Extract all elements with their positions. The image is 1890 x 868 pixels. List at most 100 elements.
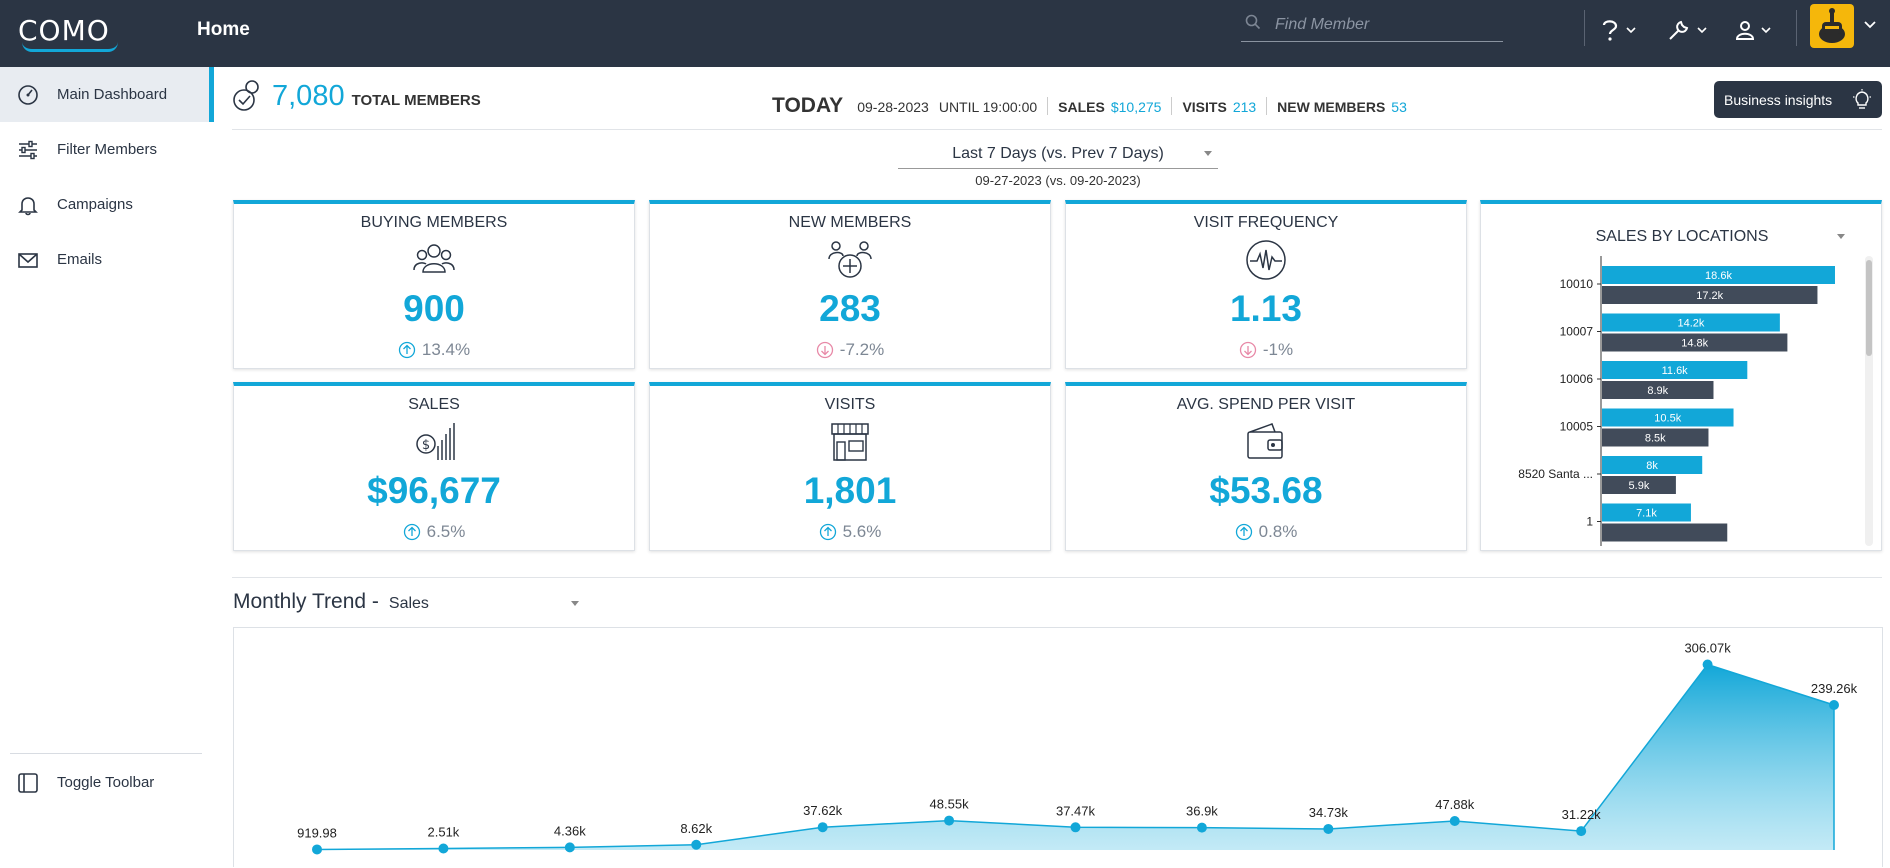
kpi-card-visit-frequency[interactable]: VISIT FREQUENCY 1.13 -1% (1065, 200, 1467, 369)
arrow-down-circle-icon (1239, 341, 1257, 359)
kpi-card-buying-members[interactable]: BUYING MEMBERS 900 13.4% (233, 200, 635, 369)
monthly-trend-chart: 919.98 2.51k 4.36k 8.62k 37.62k 48.55k 37.47k 3… (297, 641, 1858, 855)
chevron-down-icon (1761, 27, 1771, 34)
trend-point[interactable] (1196, 822, 1207, 833)
sidebar-item-label: Filter Members (57, 141, 158, 158)
como-logo[interactable]: COMO (18, 14, 118, 52)
scrollbar-thumb[interactable] (1866, 260, 1872, 356)
user-icon (1735, 21, 1755, 40)
trend-point[interactable] (312, 844, 322, 855)
bar-data-label: 14.2k (1677, 318, 1704, 330)
chevron-down-icon (1697, 27, 1707, 34)
caret-down-icon[interactable] (1837, 234, 1845, 239)
trend-point[interactable] (564, 842, 575, 853)
toggle-toolbar-button[interactable]: Toggle Toolbar (0, 755, 214, 810)
page-title: Home (197, 19, 250, 40)
chevron-down-icon (1626, 27, 1636, 34)
trend-point[interactable] (1576, 826, 1587, 837)
location-bar[interactable] (1602, 361, 1748, 379)
business-insights-button[interactable]: Business insights (1714, 81, 1882, 118)
kpi-card-visits[interactable]: VISITS 1,801 5.6% (649, 382, 1051, 551)
chart-scrollbar[interactable] (1865, 256, 1873, 546)
kpi-title: SALES (408, 396, 460, 413)
kpi-card-new-members[interactable]: NEW MEMBERS 283 -7.2% (649, 200, 1051, 369)
trend-data-label: 306.07k (1684, 641, 1731, 656)
trend-data-label: 37.62k (803, 803, 843, 818)
kpi-value: 1.13 (1229, 288, 1302, 329)
chevron-down-icon[interactable] (1864, 20, 1876, 29)
business-avatar[interactable] (1810, 4, 1854, 48)
location-bar[interactable] (1602, 333, 1788, 352)
kpi-value: $53.68 (1209, 470, 1323, 511)
kpi-delta-value: -1% (1262, 340, 1294, 359)
trend-point[interactable] (1829, 699, 1839, 710)
kpi-delta: 5.6% (650, 522, 1050, 542)
location-bar[interactable] (1602, 503, 1691, 522)
location-bar[interactable] (1602, 523, 1728, 542)
tools-menu-button[interactable] (1667, 14, 1707, 46)
today-new-members-label: NEW MEMBERS (1277, 99, 1386, 115)
monthly-trend-title: Monthly Trend - (233, 590, 379, 613)
kpi-card-sales[interactable]: SALES $ $96,677 6.5% (233, 382, 635, 551)
search-icon (1245, 14, 1261, 30)
trend-point[interactable] (1702, 659, 1713, 670)
find-member-input[interactable] (1275, 14, 1495, 36)
trend-point[interactable] (691, 839, 702, 850)
sidebar-item-campaigns[interactable]: Campaigns (0, 177, 214, 232)
kpi-value: 900 (403, 288, 465, 329)
trend-metric-dropdown[interactable]: Sales (389, 595, 579, 613)
users-group-icon (413, 244, 455, 273)
bar-data-label: 10.5k (1654, 413, 1681, 425)
location-bar[interactable] (1602, 313, 1780, 332)
trend-point[interactable] (817, 822, 828, 833)
kpi-title: NEW MEMBERS (788, 214, 912, 231)
location-bar[interactable] (1602, 381, 1714, 399)
sidebar-item-emails[interactable]: Emails (0, 232, 214, 287)
category-tick-label: 10010 (1560, 277, 1594, 291)
category-tick-label: 10006 (1560, 372, 1594, 386)
location-bar[interactable] (1602, 286, 1818, 304)
trend-point[interactable] (1070, 822, 1081, 833)
wallet-icon (1247, 423, 1283, 459)
location-bar[interactable] (1602, 266, 1835, 284)
period-dropdown[interactable]: Last 7 Days (vs. Prev 7 Days) (898, 145, 1218, 169)
toggle-toolbar-label: Toggle Toolbar (57, 774, 155, 791)
sidebar-item-filter-members[interactable]: Filter Members (0, 122, 214, 177)
top-bar: COMO Home (0, 0, 1890, 67)
location-bar[interactable] (1602, 408, 1734, 427)
panel-toggle-icon (18, 772, 38, 793)
bar-data-label: 17.2k (1696, 290, 1723, 302)
arrow-up-circle-icon (398, 341, 416, 359)
user-menu-button[interactable] (1735, 14, 1771, 46)
kpi-delta-value: 5.6% (842, 522, 882, 541)
header-divider (232, 129, 1882, 130)
kpi-card-avg-spend[interactable]: AVG. SPEND PER VISIT $53.68 0.8% (1065, 382, 1467, 551)
period-selected: Last 7 Days (vs. Prev 7 Days) (952, 145, 1164, 162)
help-menu-button[interactable] (1600, 14, 1636, 46)
sidebar-item-main-dashboard[interactable]: Main Dashboard (0, 67, 214, 122)
trend-point[interactable] (944, 815, 955, 826)
location-bar[interactable] (1602, 456, 1703, 474)
bar-data-label: 18.6k (1705, 270, 1732, 282)
kpi-title: BUYING MEMBERS (360, 214, 508, 231)
today-date: 09-28-2023 (857, 99, 929, 115)
sidebar: Main Dashboard Filter Members Campaigns … (0, 67, 214, 867)
trend-point[interactable] (438, 843, 449, 854)
location-bar[interactable] (1602, 476, 1676, 494)
trend-data-label: 36.9k (1186, 804, 1218, 819)
bar-data-label: 7.1k (1636, 508, 1657, 520)
trend-point[interactable] (1449, 815, 1460, 826)
today-visits-label: VISITS (1182, 99, 1227, 115)
kpi-value: $96,677 (367, 470, 501, 511)
trend-data-label: 48.55k (930, 797, 970, 812)
category-tick-label: 10005 (1560, 420, 1594, 434)
bar-data-label: 8.9k (1647, 385, 1668, 397)
trend-point[interactable] (1323, 823, 1334, 834)
sidebar-item-label: Campaigns (57, 196, 133, 213)
kpi-delta-value: 13.4% (421, 340, 471, 359)
sidebar-divider (10, 753, 202, 754)
caret-down-icon (570, 601, 579, 606)
location-bar[interactable] (1602, 428, 1709, 447)
arrow-up-circle-icon (1235, 523, 1252, 541)
divider (1266, 97, 1268, 115)
